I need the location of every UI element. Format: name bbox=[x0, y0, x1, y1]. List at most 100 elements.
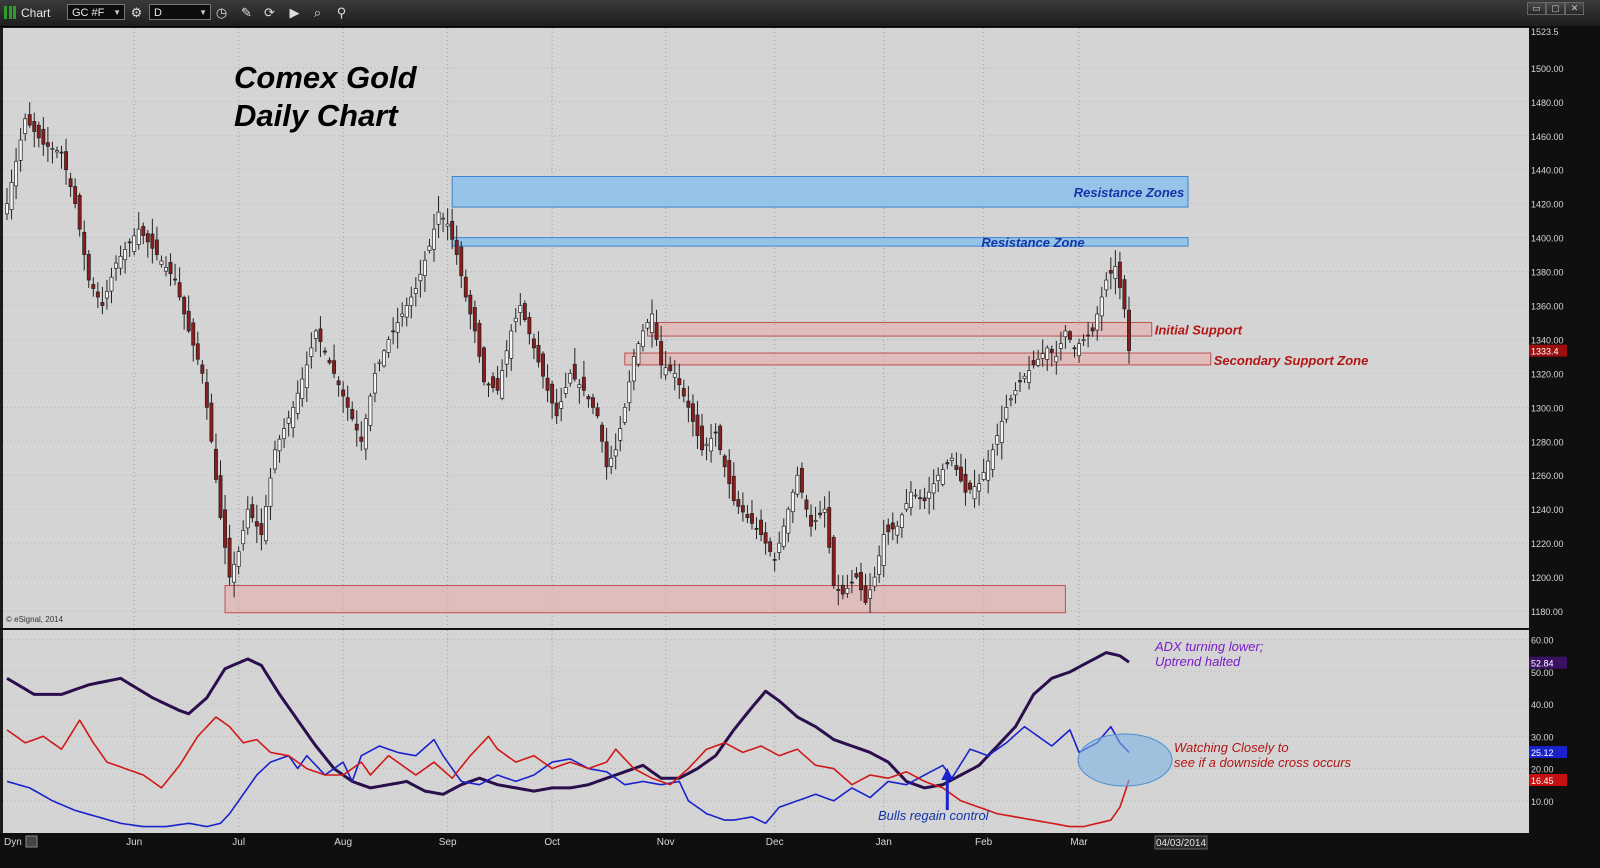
candle-body bbox=[554, 402, 559, 417]
candle bbox=[295, 380, 300, 420]
candle-body bbox=[609, 457, 614, 467]
minimize-button[interactable]: ▭ bbox=[1527, 2, 1546, 15]
maximize-button[interactable]: ▢ bbox=[1546, 2, 1565, 15]
candle-body bbox=[223, 509, 227, 548]
y-tick-label: 1400.00 bbox=[1531, 234, 1564, 244]
candle bbox=[109, 267, 114, 304]
candle-body bbox=[268, 477, 273, 507]
y-tick-label: 1280.00 bbox=[1531, 437, 1564, 447]
candle-body bbox=[641, 330, 645, 348]
candle-body bbox=[1099, 296, 1104, 317]
candle-body bbox=[1008, 398, 1013, 401]
candle bbox=[286, 410, 291, 437]
candle-body bbox=[114, 262, 118, 269]
candle-body bbox=[18, 139, 23, 161]
candle bbox=[318, 316, 323, 357]
candle-body bbox=[859, 571, 863, 591]
play-icon[interactable]: ▶ bbox=[289, 5, 300, 20]
chart-canvas[interactable]: Resistance Zones Resistance Zone Initial S… bbox=[0, 26, 1600, 868]
settings-icon[interactable]: ⚙ bbox=[130, 5, 143, 20]
candle bbox=[132, 228, 137, 256]
candle bbox=[218, 460, 223, 520]
candle-body bbox=[200, 364, 205, 374]
candle-body bbox=[9, 182, 14, 210]
candle-body bbox=[500, 370, 505, 399]
clock-icon[interactable]: ◷ bbox=[215, 5, 228, 20]
date-label-box bbox=[1154, 835, 1208, 850]
candle bbox=[795, 466, 800, 498]
candle-body bbox=[890, 522, 895, 530]
candle bbox=[191, 318, 196, 362]
candle bbox=[595, 402, 600, 419]
candle bbox=[1040, 339, 1045, 367]
adx-badge bbox=[1529, 656, 1567, 669]
y-tick-label: 1180.00 bbox=[1531, 607, 1563, 617]
minus_di-line bbox=[6, 716, 1130, 828]
candle-body bbox=[1040, 353, 1045, 359]
interval-select[interactable]: D ▼ bbox=[149, 4, 211, 20]
candle-body bbox=[436, 211, 441, 225]
candle-body bbox=[1108, 270, 1113, 274]
candle bbox=[1127, 296, 1131, 364]
candle-body bbox=[836, 589, 841, 591]
close-button[interactable]: ✕ bbox=[1565, 2, 1584, 15]
watermark: © eSignal, 2014 bbox=[6, 615, 64, 624]
candle-body bbox=[164, 266, 168, 272]
link-icon[interactable]: ⚲ bbox=[336, 5, 347, 20]
candle-body bbox=[990, 449, 995, 470]
candle bbox=[277, 434, 282, 463]
support-zone bbox=[646, 321, 1153, 337]
candle-body bbox=[804, 499, 809, 510]
candle-body bbox=[472, 307, 477, 332]
candle bbox=[600, 421, 605, 453]
candle bbox=[154, 226, 159, 261]
candle bbox=[645, 318, 650, 331]
candle-body bbox=[1067, 331, 1072, 340]
candle bbox=[341, 381, 346, 413]
candle-body bbox=[136, 228, 141, 245]
candle bbox=[236, 546, 241, 575]
candle-body bbox=[154, 239, 159, 255]
candle-body bbox=[727, 460, 732, 485]
candle-body bbox=[809, 514, 813, 527]
candle bbox=[273, 440, 277, 474]
candle-body bbox=[318, 328, 323, 342]
candle-body bbox=[650, 313, 654, 333]
candle bbox=[545, 364, 550, 403]
candle bbox=[754, 517, 759, 540]
resistance-zone bbox=[451, 176, 1189, 208]
candle-body bbox=[577, 384, 582, 389]
refresh-icon[interactable]: ⟳ bbox=[264, 5, 275, 20]
candle bbox=[963, 458, 968, 506]
candle bbox=[890, 512, 895, 541]
candle bbox=[604, 427, 609, 480]
minus_di-badge bbox=[1529, 773, 1567, 786]
candle bbox=[223, 495, 227, 565]
candle bbox=[913, 488, 918, 499]
symbol-select[interactable]: GC #F ▼ bbox=[67, 4, 125, 20]
adx-annotation: ADX turning lower; bbox=[1154, 639, 1264, 654]
candle-body bbox=[104, 291, 109, 299]
candle bbox=[1081, 334, 1086, 347]
candle-body bbox=[295, 392, 300, 414]
candle bbox=[50, 141, 55, 164]
candle-body bbox=[309, 347, 314, 357]
candle-body bbox=[354, 423, 359, 431]
candle-body bbox=[522, 303, 527, 321]
candle-body bbox=[23, 118, 28, 134]
candle-body bbox=[1086, 334, 1091, 337]
candle-body bbox=[527, 316, 532, 335]
candle-body bbox=[995, 435, 1000, 445]
adx-annotation: Uptrend halted bbox=[1155, 654, 1241, 669]
pencil-icon[interactable]: ✎ bbox=[241, 5, 252, 20]
candle-body bbox=[1127, 309, 1131, 352]
candle-body bbox=[550, 383, 555, 404]
candle bbox=[118, 245, 123, 276]
candle bbox=[1049, 345, 1054, 367]
zoom-icon[interactable]: ⌕ bbox=[313, 5, 322, 20]
candle bbox=[777, 531, 782, 561]
candle-body bbox=[73, 186, 78, 205]
candle bbox=[922, 487, 927, 509]
candle bbox=[18, 127, 23, 172]
candle bbox=[954, 452, 959, 476]
